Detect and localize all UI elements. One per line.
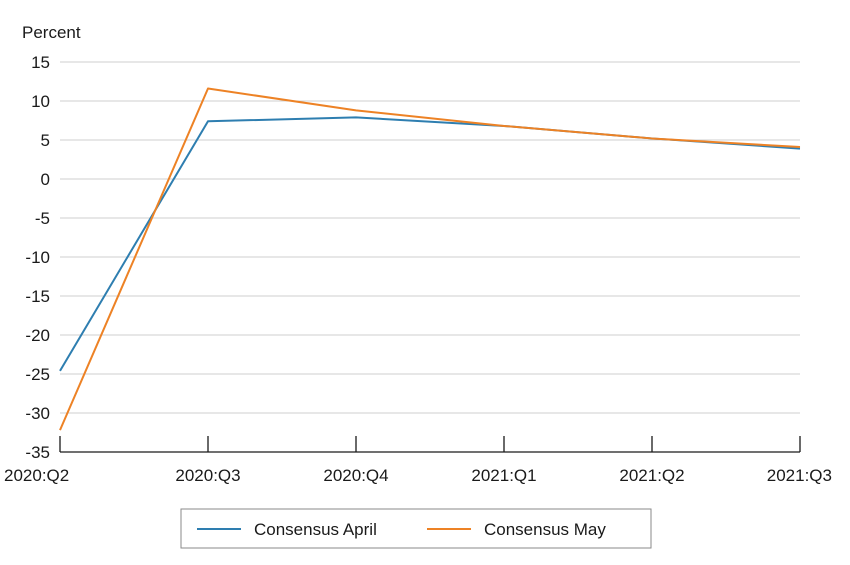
- y-tick-label: 15: [31, 53, 50, 72]
- x-tick-label: 2021:Q2: [619, 466, 684, 485]
- y-axis-ticks: 15 10 5 0 -5 -10 -15 -20 -25 -30 -35: [25, 53, 50, 462]
- x-tick-label: 2020:Q3: [175, 466, 240, 485]
- x-tick-label: 2021:Q3: [767, 466, 832, 485]
- legend-box: [180, 508, 652, 549]
- x-tick-label: 2020:Q4: [323, 466, 388, 485]
- legend-label: Consensus May: [484, 520, 606, 539]
- y-tick-label: 10: [31, 92, 50, 111]
- y-tick-label: -10: [25, 248, 50, 267]
- y-tick-label: 5: [41, 131, 50, 150]
- legend: Consensus April Consensus May: [180, 508, 652, 549]
- y-tick-label: -20: [25, 326, 50, 345]
- x-tick-label: 2020:Q2: [4, 466, 69, 485]
- legend-label: Consensus April: [254, 520, 377, 539]
- y-axis-title: Percent: [22, 23, 81, 42]
- y-tick-label: -5: [35, 209, 50, 228]
- y-tick-label: -25: [25, 365, 50, 384]
- y-tick-label: -35: [25, 443, 50, 462]
- series-line-consensus-may: [59, 87, 801, 431]
- y-tick-label: 0: [41, 170, 50, 189]
- y-tick-label: -30: [25, 404, 50, 423]
- series-line-consensus-april: [59, 116, 801, 372]
- x-axis: [59, 436, 801, 453]
- grid-lines: [60, 61, 800, 414]
- x-axis-ticks: 2020:Q2 2020:Q3 2020:Q4 2021:Q1 2021:Q2 2021:…: [4, 466, 832, 485]
- series-lines: [59, 87, 801, 431]
- x-tick-label: 2021:Q1: [471, 466, 536, 485]
- y-tick-label: -15: [25, 287, 50, 306]
